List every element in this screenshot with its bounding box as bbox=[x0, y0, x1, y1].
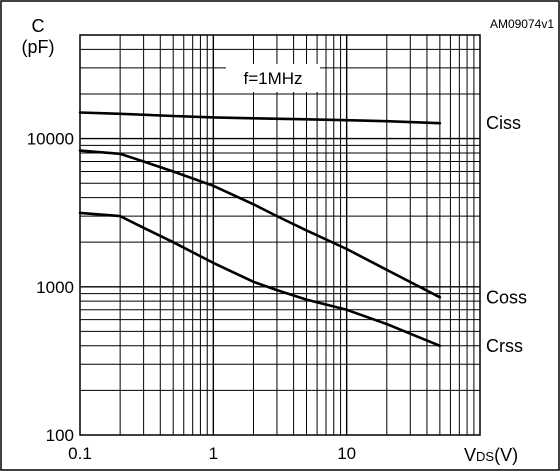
series-line-ciss bbox=[78, 111, 442, 125]
plot-area-border bbox=[79, 34, 481, 436]
x-axis-label-sub: DS bbox=[476, 449, 494, 464]
tick-labels: 100 1000 10000 0.1 1 10 bbox=[27, 130, 356, 463]
series-label-crss: Crss bbox=[486, 336, 523, 356]
x-tick-label: 1 bbox=[209, 444, 218, 463]
y-tick-label: 100 bbox=[46, 426, 74, 445]
y-axis-label-line2: (pF) bbox=[22, 37, 55, 57]
grid bbox=[80, 35, 480, 435]
x-axis-label: VDS(V) bbox=[464, 445, 518, 465]
series-line-coss bbox=[78, 149, 442, 299]
x-tick-label: 0.1 bbox=[68, 444, 92, 463]
annotation-box bbox=[226, 64, 320, 92]
series-group bbox=[78, 111, 442, 348]
y-tick-label: 1000 bbox=[36, 278, 74, 297]
frequency-annotation: f=1MHz bbox=[243, 69, 302, 88]
x-tick-label: 10 bbox=[337, 444, 356, 463]
y-axis-label-line1: C bbox=[32, 16, 45, 36]
series-line-crss bbox=[78, 211, 442, 348]
y-tick-label: 10000 bbox=[27, 130, 74, 149]
figure-code: AM09074v1 bbox=[490, 17, 554, 31]
x-axis-label-unit: (V) bbox=[494, 445, 518, 465]
series-label-ciss: Ciss bbox=[486, 113, 521, 133]
series-label-coss: Coss bbox=[486, 287, 527, 307]
series-labels: Ciss Coss Crss bbox=[486, 113, 527, 356]
x-axis-label-main: V bbox=[464, 445, 476, 465]
